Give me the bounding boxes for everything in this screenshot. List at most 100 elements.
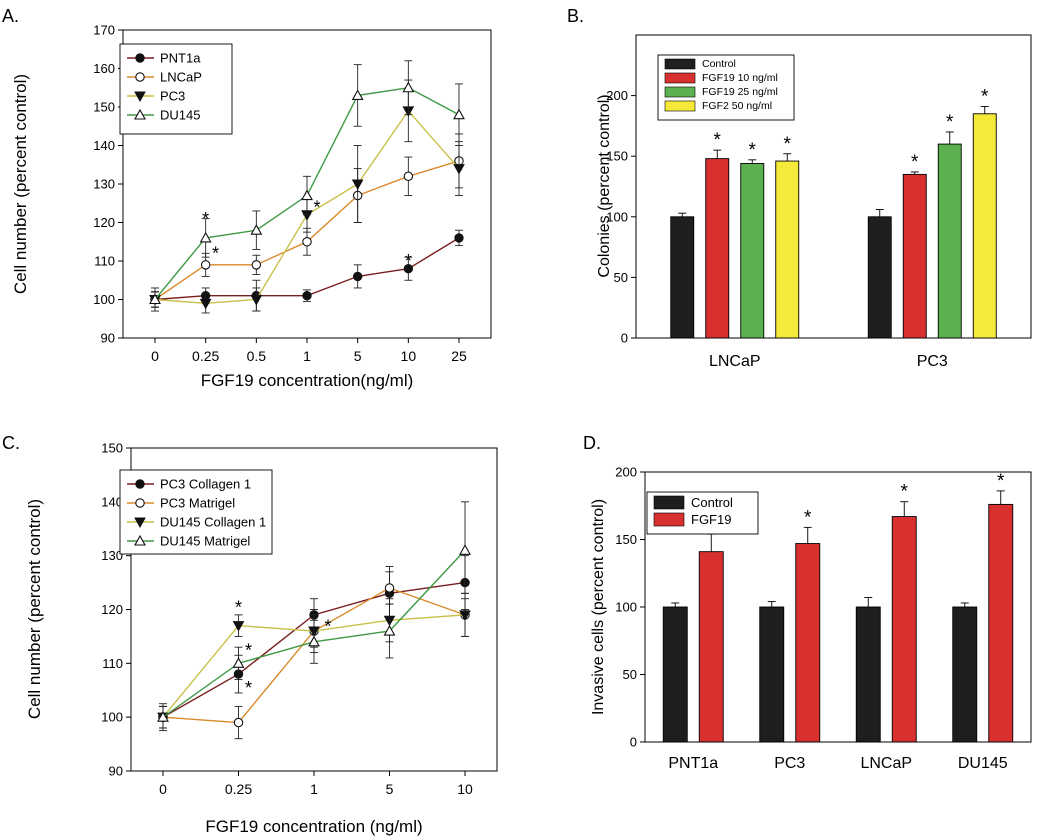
- panel-label: C.: [2, 433, 20, 453]
- x-tick-label: 0: [159, 781, 167, 797]
- x-tick-label: 1: [310, 781, 318, 797]
- legend-marker: [135, 479, 145, 489]
- legend-label: PC3: [160, 89, 185, 104]
- y-tick-label: 110: [102, 656, 123, 671]
- bar: [795, 543, 821, 743]
- bar: [855, 606, 881, 743]
- legend-label: Control: [691, 495, 733, 510]
- legend-label: FGF19: [691, 512, 731, 527]
- x-axis-label: FGF19 concentration (ng/ml): [205, 817, 422, 836]
- data-point: [199, 298, 212, 310]
- x-axis-label: FGF19 concentration(ng/ml): [201, 371, 414, 390]
- data-point: [199, 231, 212, 243]
- legend-label: FGF2 50 ng/ml: [702, 100, 772, 112]
- bar: [775, 160, 800, 339]
- significance-marker: *: [901, 482, 909, 503]
- y-axis-label: Cell number (percent control): [25, 499, 44, 719]
- y-axis-label: Colonies (percent control): [596, 94, 613, 277]
- significance-marker: *: [997, 471, 1005, 492]
- legend-label: DU145 Matrigel: [160, 534, 250, 549]
- x-tick-label: LNCaP: [860, 755, 912, 772]
- bar: [759, 606, 785, 743]
- x-tick-label: 5: [354, 348, 362, 364]
- x-tick-label: 1: [303, 348, 311, 364]
- y-axis-label: Invasive cells (percent control): [590, 499, 607, 715]
- y-tick-label: 150: [606, 149, 628, 164]
- significance-marker: *: [212, 244, 219, 264]
- significance-marker: *: [911, 152, 919, 173]
- data-point: [302, 237, 312, 247]
- legend-label: FGF19 25 ng/ml: [702, 86, 778, 98]
- x-tick-label: 25: [451, 348, 467, 364]
- y-tick-label: 200: [615, 465, 637, 480]
- x-tick-label: 0.5: [247, 348, 267, 364]
- significance-marker: *: [804, 507, 812, 528]
- data-point: [302, 290, 312, 301]
- significance-marker: *: [981, 87, 989, 108]
- panel-label: B.: [567, 6, 584, 26]
- data-point: [351, 89, 364, 100]
- legend: PC3 Collagen 1 PC3 Matrigel DU145 Collagen…: [119, 469, 273, 555]
- legend-marker: [135, 498, 145, 508]
- x-tick-label: 0.25: [225, 781, 252, 797]
- y-tick-label: 100: [606, 209, 628, 224]
- bar: [902, 173, 927, 339]
- y-tick-label: 170: [93, 23, 115, 38]
- data-point: [301, 189, 313, 201]
- bar: [937, 143, 962, 339]
- legend-swatch: [664, 72, 696, 84]
- legend-label: Control: [702, 58, 736, 70]
- bar: [867, 216, 892, 339]
- panel-label: D.: [583, 433, 601, 453]
- bar: [705, 158, 730, 339]
- data-point: [250, 224, 263, 235]
- y-tick-label: 100: [615, 600, 637, 615]
- bar: [988, 503, 1014, 743]
- y-tick-label: 140: [101, 494, 123, 509]
- x-tick-label: 10: [457, 781, 473, 797]
- y-tick-label: 0: [630, 735, 637, 750]
- bar: [972, 113, 997, 339]
- data-point: [384, 583, 395, 593]
- significance-marker: *: [245, 640, 252, 660]
- y-tick-label: 150: [101, 441, 123, 456]
- bar: [698, 551, 724, 743]
- data-point: [454, 233, 464, 243]
- legend-label: PNT1a: [160, 51, 201, 66]
- legend-label: DU145: [160, 108, 200, 123]
- legend-swatch: [653, 512, 685, 527]
- y-tick-label: 100: [93, 292, 115, 307]
- x-tick-label: PC3: [774, 755, 805, 772]
- data-point: [459, 544, 471, 555]
- legend-label: FGF19 10 ng/ml: [702, 72, 778, 84]
- legend-marker: [134, 517, 146, 529]
- bar: [891, 516, 917, 743]
- legend-label: PC3 Collagen 1: [160, 477, 251, 492]
- data-point: [308, 635, 320, 647]
- data-point: [352, 271, 363, 282]
- legend-marker: [134, 91, 146, 103]
- y-tick-label: 120: [93, 215, 115, 230]
- significance-marker: *: [946, 112, 954, 133]
- significance-marker: *: [749, 140, 757, 161]
- y-tick-label: 200: [606, 88, 628, 103]
- chart-panel-b: 0 50 100 150 200 B. Colonies (percent control)…: [567, 6, 1032, 370]
- y-tick-label: 140: [93, 138, 115, 153]
- y-tick-label: 150: [93, 100, 115, 115]
- significance-marker: *: [202, 209, 209, 229]
- x-tick-label: 0.25: [192, 348, 219, 364]
- bar: [952, 606, 978, 743]
- legend: Control FGF19: [646, 491, 759, 535]
- data-point: [232, 657, 245, 668]
- panel-label: A.: [2, 6, 19, 26]
- y-tick-label: 160: [93, 61, 115, 76]
- significance-marker: *: [714, 130, 722, 151]
- y-tick-label: 90: [109, 764, 123, 779]
- legend-swatch: [664, 100, 696, 112]
- data-point: [403, 171, 414, 182]
- significance-marker: *: [235, 597, 242, 617]
- x-tick-label: 0: [151, 348, 159, 364]
- y-tick-label: 130: [101, 548, 123, 563]
